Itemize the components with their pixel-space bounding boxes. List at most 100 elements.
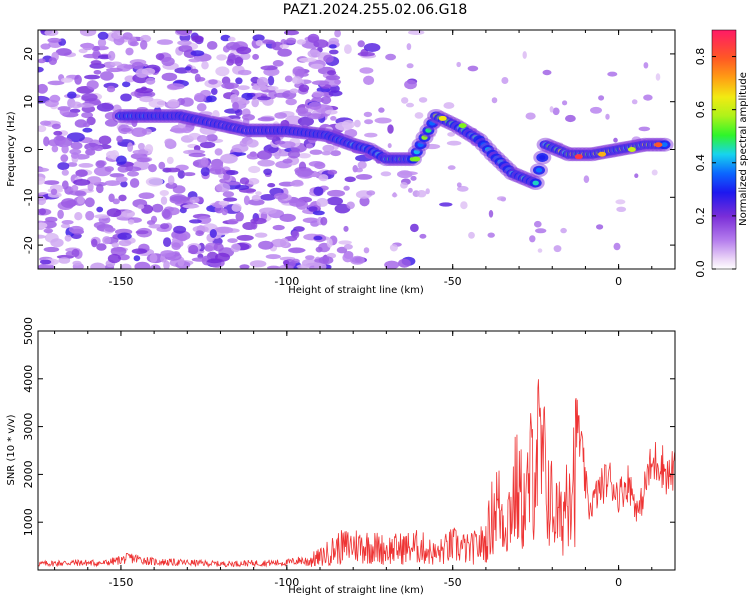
heatmap-noise-cell: [57, 162, 70, 171]
heatmap-noise-cell: [110, 246, 127, 256]
heatmap-noise-cell: [106, 85, 116, 93]
heatmap-noise-cell: [326, 238, 333, 248]
heatmap-noise-cell: [447, 132, 455, 137]
heatmap-noise-cell: [98, 135, 112, 145]
heatmap-noise-cell: [118, 239, 132, 247]
heatmap-noise-cell: [354, 257, 362, 263]
heatmap-noise-cell: [215, 252, 230, 262]
heatmap-noise-cell: [273, 192, 289, 200]
heatmap-noise-cell: [38, 66, 44, 73]
heatmap-noise-cell: [631, 99, 638, 105]
heatmap-noise-cell: [289, 88, 299, 94]
heatmap-noise-cell: [104, 119, 118, 127]
heatmap-noise-cell: [116, 135, 123, 143]
heatmap-noise-cell: [328, 37, 339, 45]
heatmap-noise-cell: [53, 135, 66, 145]
heatmap-xtick-label: -150: [108, 275, 133, 288]
heatmap-noise-cell: [189, 219, 202, 224]
heatmap-noise-cell: [322, 144, 335, 153]
heatmap-noise-cell: [227, 218, 239, 225]
heatmap-noise-cell: [252, 53, 259, 60]
heatmap-noise-cell: [94, 214, 110, 219]
heatmap-noise-cell: [96, 243, 107, 251]
snr-ylabel: SNR (10 * v/v): [6, 414, 17, 485]
heatmap-noise-cell: [401, 97, 409, 104]
heatmap-noise-cell: [141, 67, 156, 75]
heatmap-noise-cell: [607, 71, 618, 77]
heatmap-noise-cell: [298, 84, 310, 93]
heatmap-noise-cell: [537, 248, 543, 253]
heatmap-noise-cell: [308, 161, 325, 167]
heatmap-noise-cell: [122, 32, 133, 40]
heatmap-noise-cell: [75, 169, 88, 177]
heatmap-noise-cell: [68, 190, 86, 196]
heatmap-noise-cell: [343, 225, 349, 232]
heatmap-noise-cell: [344, 176, 356, 183]
heatmap-noise-cell: [225, 41, 240, 51]
heatmap-noise-cell: [235, 77, 243, 85]
snr-series-line: [38, 379, 675, 568]
heatmap-noise-cell: [491, 97, 498, 104]
heatmap-noise-cell: [86, 116, 96, 126]
heatmap-noise-cell: [82, 127, 93, 133]
heatmap-noise-cell: [237, 69, 252, 76]
heatmap-noise-cell: [457, 185, 469, 192]
heatmap-noise-cell: [150, 215, 158, 223]
heatmap-noise-cell: [96, 206, 104, 213]
heatmap-noise-cell: [55, 48, 72, 56]
heatmap-noise-cell: [167, 99, 180, 108]
heatmap-noise-cell: [38, 176, 46, 185]
heatmap-noise-cell: [406, 63, 414, 69]
heatmap-noise-cell: [163, 260, 170, 269]
heatmap-noise-cell: [60, 154, 69, 163]
heatmap-noise-cell: [220, 153, 238, 164]
heatmap-noise-cell: [40, 120, 52, 126]
heatmap-noise-cell: [312, 210, 325, 216]
heatmap-noise-cell: [72, 260, 82, 266]
heatmap-noise-cell: [196, 135, 208, 143]
heatmap-noise-cell: [562, 100, 568, 106]
heatmap-noise-cell: [285, 98, 297, 106]
heatmap-noise-cell: [542, 69, 552, 76]
heatmap-noise-cell: [131, 248, 148, 254]
heatmap-noise-cell: [246, 139, 259, 148]
heatmap-noise-cell: [117, 232, 132, 240]
heatmap-noise-cell: [279, 213, 296, 222]
heatmap-noise-cell: [252, 34, 265, 42]
heatmap-noise-cell: [239, 140, 249, 147]
heatmap-noise-cell: [181, 127, 192, 134]
heatmap-noise-cell: [74, 74, 82, 85]
heatmap-noise-cell: [416, 190, 427, 198]
heatmap-noise-cell: [443, 102, 455, 109]
heatmap-noise-cell: [318, 174, 329, 182]
heatmap-noise-cell: [357, 51, 375, 57]
heatmap-noise-cell: [78, 163, 94, 168]
heatmap-noise-cell: [408, 187, 413, 193]
heatmap-noise-cell: [334, 203, 351, 214]
heatmap-noise-cell: [50, 188, 58, 195]
heatmap-noise-cell: [102, 236, 112, 245]
heatmap-noise-cell: [414, 112, 424, 119]
heatmap-noise-cell: [188, 152, 206, 158]
heatmap-noise-cell: [120, 263, 132, 269]
heatmap-noise-cell: [138, 192, 155, 199]
heatmap-noise-cell: [330, 84, 340, 93]
heatmap-noise-cell: [40, 43, 51, 50]
heatmap-noise-cell: [289, 199, 306, 207]
heatmap-noise-cell: [164, 138, 175, 146]
heatmap-noise-cell: [213, 243, 224, 252]
heatmap-noise-cell: [235, 185, 250, 190]
heatmap-noise-cell: [343, 244, 353, 250]
snr-ytick-label: 2000: [22, 460, 35, 488]
heatmap-noise-cell: [127, 171, 139, 177]
heatmap-noise-cell: [336, 246, 348, 254]
heatmap-noise-cell: [274, 112, 287, 119]
heatmap-noise-cell: [206, 134, 218, 142]
heatmap-noise-cell: [298, 153, 311, 159]
heatmap-noise-cell: [330, 150, 342, 157]
heatmap-noise-cell: [256, 96, 271, 101]
heatmap-noise-cell: [291, 76, 303, 85]
heatmap-noise-cell: [125, 47, 134, 56]
